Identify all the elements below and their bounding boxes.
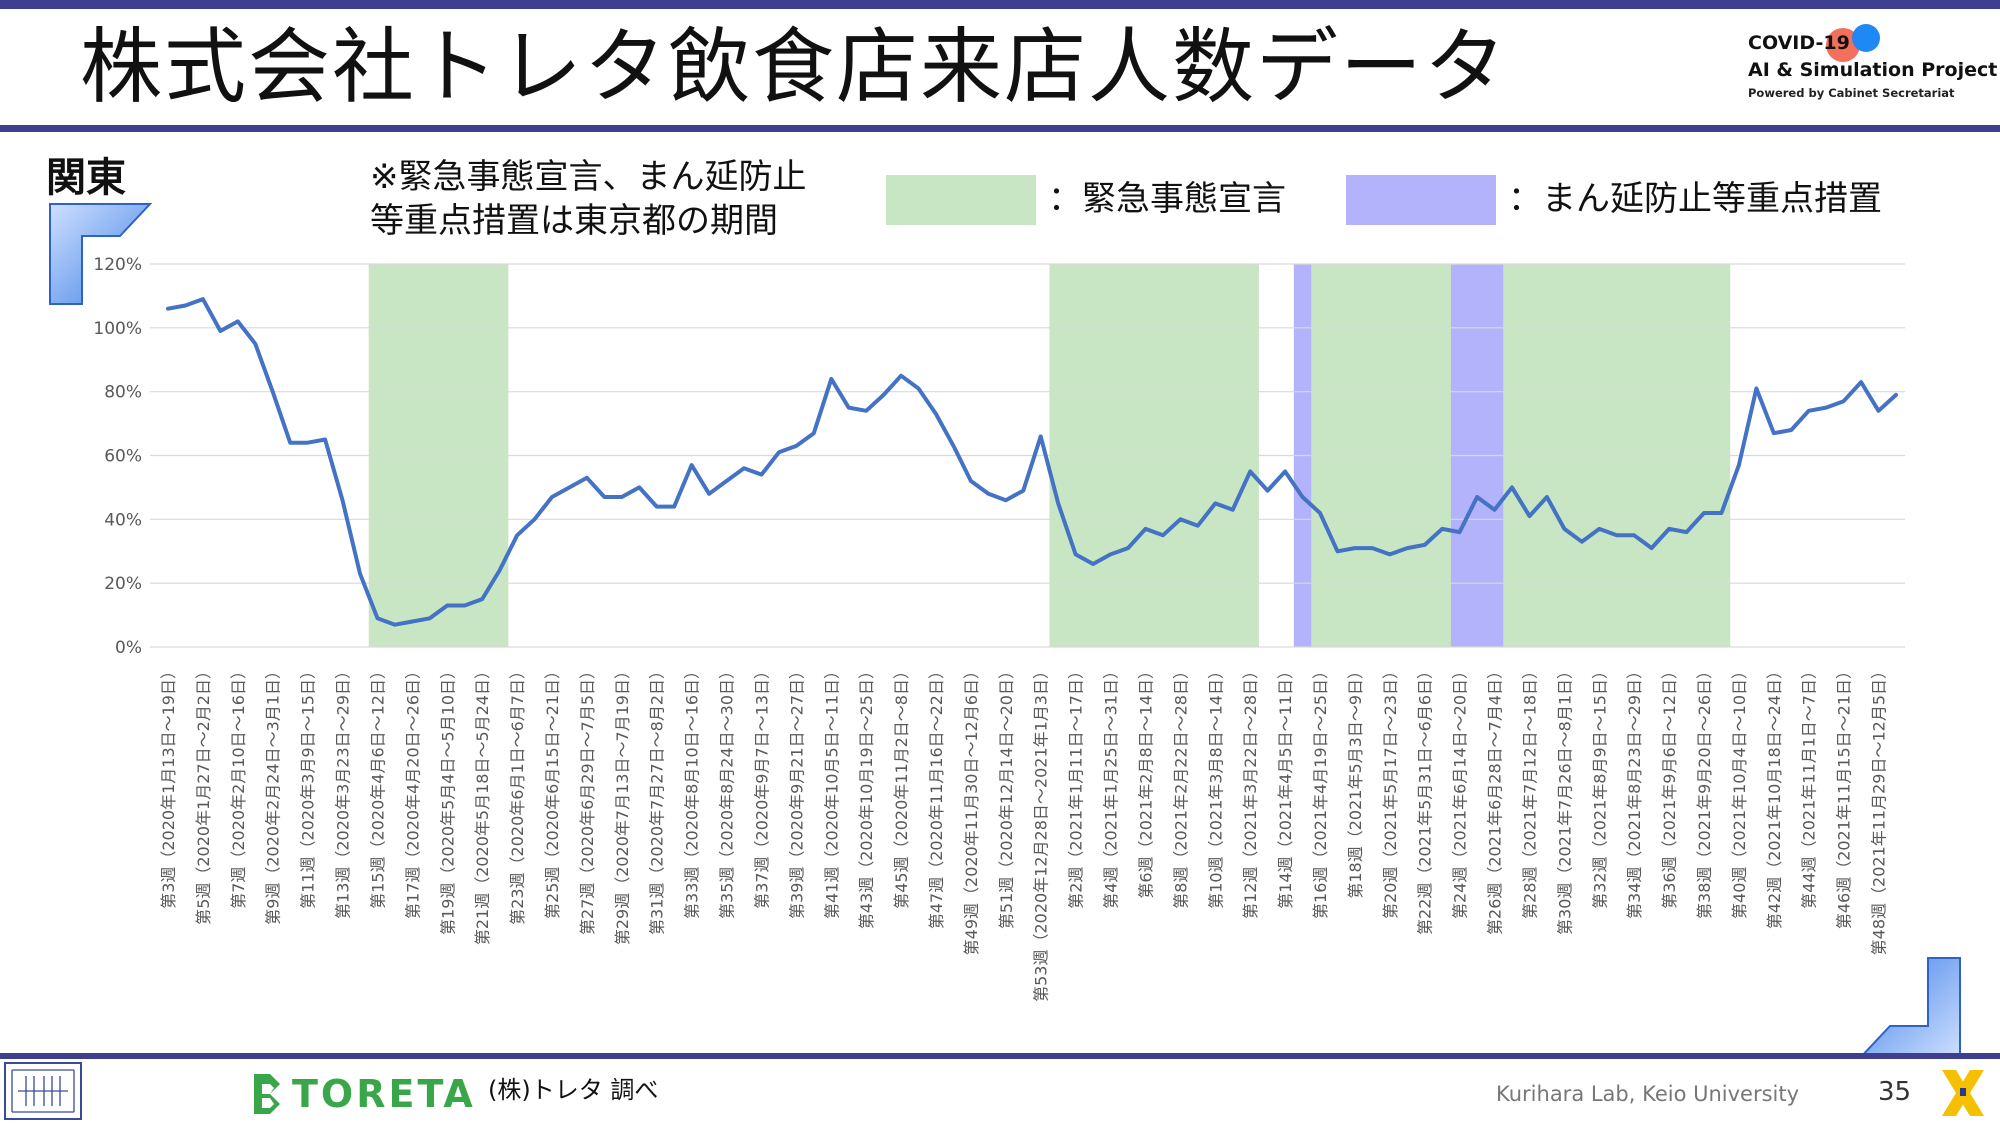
x-tick-label: 第7週（2020年2月10日～16日）	[229, 663, 248, 909]
y-tick-label: 60%	[104, 447, 142, 467]
x-tick-label: 第35週（2020年8月24日～30日）	[718, 663, 737, 919]
legend-swatch-priority	[1346, 175, 1496, 225]
x-tick-label: 第10週（2021年3月8日～14日）	[1206, 663, 1225, 909]
y-tick-label: 80%	[104, 383, 142, 403]
x-tick-label: 第33週（2020年8月10日～16日）	[683, 663, 702, 919]
x-tick-label: 第3週（2020年1月13日～19日）	[159, 663, 178, 909]
x-tick-label: 第5週（2020年1月27日～2月2日）	[194, 663, 213, 925]
corner-arrow-bottom-right-icon	[1858, 957, 1961, 1059]
page-number: 35	[1878, 1077, 1912, 1107]
gridlines	[150, 263, 1905, 648]
legend-label-emergency: ：緊急事態宣言	[1048, 179, 1286, 219]
x-tick-label: 第4週（2021年1月25日～31日）	[1102, 663, 1121, 909]
x-tick-label: 第32週（2021年8月9日～15日）	[1590, 663, 1609, 909]
y-tick-label: 0%	[115, 638, 142, 658]
x-tick-label: 第8週（2021年2月22日～28日）	[1171, 663, 1190, 909]
y-tick-label: 100%	[93, 319, 142, 339]
x-tick-labels: 第3週（2020年1月13日～19日） 第5週（2020年1月27日～2月2日） 第…	[159, 663, 1889, 1002]
corner-arrow-top-left-icon	[49, 203, 153, 305]
x-tick-label: 第31週（2020年7月27日～8月2日）	[648, 663, 667, 935]
x-tick-label: 第28週（2021年7月12日～18日）	[1520, 663, 1539, 919]
x-tick-label: 第13週（2020年3月23日～29日）	[334, 663, 353, 919]
x-tick-label: 第34週（2021年8月23日～29日）	[1625, 663, 1644, 919]
legend-swatch-emergency	[886, 175, 1036, 225]
x-tick-label: 第46週（2021年11月15日～21日）	[1835, 663, 1854, 929]
y-tick-label: 20%	[104, 574, 142, 594]
x-tick-label: 第15週（2020年4月6日～12日）	[368, 663, 387, 909]
x-tick-label: 第24週（2021年6月14日～20日）	[1451, 663, 1470, 919]
lab-credit: Kurihara Lab, Keio University	[1496, 1082, 1800, 1106]
toreta-brand: TORETA	[292, 1072, 476, 1116]
x-tick-label: 第44週（2021年11月1日～7日）	[1800, 663, 1819, 909]
x-tick-label: 第27週（2020年6月29日～7月5日）	[578, 663, 597, 935]
x-tick-label: 第2週（2021年1月11日～17日）	[1067, 663, 1086, 909]
toreta-logo-icon	[254, 1074, 280, 1114]
blue-dot-icon	[1852, 24, 1880, 52]
x-tick-label: 第11週（2020年3月9日～15日）	[299, 663, 318, 909]
line-chart: 0% 20% 40% 60% 80% 100% 120% 第3週（2020年1月13日～19…	[93, 255, 1905, 1002]
project-x-logo-icon	[1942, 1070, 1984, 1116]
x-tick-label: 第17週（2020年4月20日～26日）	[403, 663, 422, 919]
y-tick-labels: 0% 20% 40% 60% 80% 100% 120%	[93, 255, 142, 658]
x-tick-label: 第26週（2021年6月28日～7月4日）	[1486, 663, 1505, 935]
x-tick-label: 第45週（2020年11月2日～8日）	[892, 663, 911, 909]
x-tick-label: 第40週（2021年10月4日～10日）	[1730, 663, 1749, 919]
project-line-2: AI & Simulation Project	[1748, 59, 1998, 81]
project-line-1: COVID-19	[1748, 32, 1850, 54]
top-rule	[0, 0, 2000, 9]
x-tick-label: 第41週（2020年10月5日～11日）	[822, 663, 841, 919]
x-tick-label: 第30週（2021年7月26日～8月1日）	[1555, 663, 1574, 935]
project-logo: COVID-19 AI & Simulation Project Powered…	[1748, 30, 1998, 102]
lab-logo-icon	[4, 1062, 82, 1120]
x-tick-label: 第29週（2020年7月13日～7月19日）	[613, 663, 632, 945]
x-tick-label: 第19週（2020年5月4日～5月10日）	[438, 663, 457, 935]
x-tick-label: 第25週（2020年6月15日～21日）	[543, 663, 562, 919]
series-line	[166, 297, 1898, 627]
x-tick-label: 第37週（2020年9月7日～13日）	[752, 663, 771, 909]
source-note: (株)トレタ 調べ	[488, 1076, 659, 1104]
x-tick-label: 第12週（2021年3月22日～28日）	[1241, 663, 1260, 919]
x-tick-label: 第21週（2020年5月18日～5月24日）	[473, 663, 492, 945]
x-tick-label: 第51週（2020年12月14日～20日）	[997, 663, 1016, 929]
project-line-3: Powered by Cabinet Secretariat	[1748, 86, 1955, 100]
x-tick-label: 第14週（2021年4月5日～11日）	[1276, 663, 1295, 909]
y-tick-label: 120%	[93, 255, 142, 275]
x-tick-label: 第16週（2021年4月19日～25日）	[1311, 663, 1330, 919]
title-rule	[0, 125, 2000, 132]
x-tick-label: 第36週（2021年9月6日～12日）	[1660, 663, 1679, 909]
bottom-rule	[0, 1053, 2000, 1059]
x-tick-label: 第9週（2020年2月24日～3月1日）	[264, 663, 283, 925]
x-tick-label: 第42週（2021年10月18日～24日）	[1765, 663, 1784, 929]
x-tick-label: 第53週（2020年12月28日～2021年1月3日）	[1032, 663, 1051, 1002]
x-tick-label: 第22週（2021年5月31日～6月6日）	[1416, 663, 1435, 935]
page-title: 株式会社トレタ飲食店来店人数データ	[80, 20, 1509, 115]
x-tick-label: 第48週（2021年11月29日～12月5日）	[1870, 663, 1889, 955]
note: ※緊急事態宣言、まん延防止 等重点措置は東京都の期間	[370, 155, 807, 243]
x-tick-label: 第23週（2020年6月1日～6月7日）	[508, 663, 527, 925]
x-tick-label: 第47週（2020年11月16日～22日）	[927, 663, 946, 929]
x-tick-label: 第49週（2020年11月30日～12月6日）	[962, 663, 981, 955]
y-tick-label: 40%	[104, 510, 142, 530]
region-label: 関東	[46, 155, 126, 201]
x-tick-label: 第38週（2021年9月20日～26日）	[1695, 663, 1714, 919]
legend-label-priority: ：まん延防止等重点措置	[1508, 179, 1882, 219]
x-tick-label: 第6週（2021年2月8日～14日）	[1136, 663, 1155, 899]
x-tick-label: 第18週（2021年5月3日～9日）	[1346, 663, 1365, 899]
note-line-2: 等重点措置は東京都の期間	[370, 201, 778, 241]
x-tick-label: 第20週（2021年5月17日～23日）	[1381, 663, 1400, 919]
x-tick-label: 第39週（2020年9月21日～27日）	[787, 663, 806, 919]
x-tick-label: 第43週（2020年10月19日～25日）	[857, 663, 876, 929]
note-line-1: ※緊急事態宣言、まん延防止	[370, 157, 807, 197]
